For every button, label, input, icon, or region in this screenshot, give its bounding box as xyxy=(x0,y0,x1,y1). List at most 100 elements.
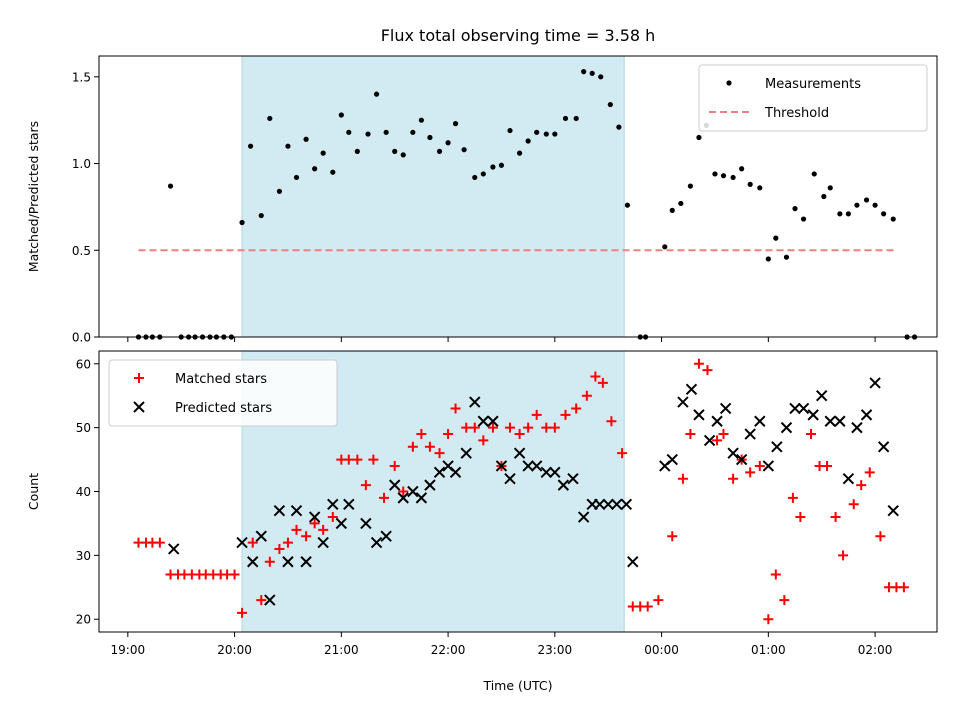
data-point xyxy=(869,377,881,389)
data-point xyxy=(436,148,443,155)
data-point xyxy=(517,150,523,156)
data-point xyxy=(460,447,472,459)
data-point xyxy=(898,582,909,593)
data-point xyxy=(611,498,623,510)
data-point xyxy=(418,117,424,123)
data-point xyxy=(398,486,409,497)
data-point xyxy=(400,152,406,158)
data-point xyxy=(290,504,303,517)
data-point xyxy=(848,499,859,510)
data-point xyxy=(747,181,753,187)
data-point xyxy=(388,479,401,491)
data-point xyxy=(617,448,628,459)
legend-label: Measurements xyxy=(765,77,861,92)
data-point xyxy=(890,216,896,222)
data-point xyxy=(581,390,592,401)
x-tick-label: 00:00 xyxy=(644,643,679,657)
series-predicted-stars xyxy=(168,377,899,606)
data-point xyxy=(346,129,352,135)
series-matched-stars xyxy=(133,358,909,625)
data-point xyxy=(667,531,678,542)
data-point xyxy=(822,460,833,471)
y-axis-label: Matched/Predicted stars xyxy=(26,121,41,272)
data-point xyxy=(653,595,664,606)
data-point xyxy=(677,396,689,408)
data-point xyxy=(317,536,329,549)
data-point xyxy=(433,466,446,479)
data-point xyxy=(792,206,798,212)
legend: Matched stars Predicted stars xyxy=(108,359,338,427)
data-point xyxy=(789,402,801,415)
data-point xyxy=(693,409,705,421)
data-point xyxy=(787,492,798,503)
data-point xyxy=(560,409,571,420)
data-point xyxy=(549,422,560,433)
data-point xyxy=(327,512,338,523)
data-point xyxy=(303,136,309,142)
data-point xyxy=(557,479,570,491)
data-point xyxy=(780,421,793,434)
data-point xyxy=(881,211,887,217)
data-point xyxy=(274,543,285,554)
data-point xyxy=(247,143,254,149)
x-tick-label: 22:00 xyxy=(431,643,466,657)
data-point xyxy=(327,498,339,510)
data-point xyxy=(712,435,723,446)
data-point xyxy=(264,556,275,567)
data-point xyxy=(744,428,756,440)
x-tick-label: 21:00 xyxy=(324,643,359,657)
data-point xyxy=(267,115,273,122)
data-point xyxy=(534,129,540,135)
data-point xyxy=(443,429,454,440)
data-point xyxy=(606,416,617,427)
data-point xyxy=(480,171,486,177)
data-point xyxy=(338,112,344,118)
y-tick-label: 1.5 xyxy=(72,70,91,84)
data-point xyxy=(589,70,595,76)
data-point xyxy=(407,441,418,452)
data-point xyxy=(875,531,886,542)
data-point xyxy=(273,504,286,517)
data-point xyxy=(687,183,694,189)
data-point xyxy=(416,429,427,440)
legend-box xyxy=(108,359,338,427)
x-axis-label: Time (UTC) xyxy=(482,678,552,693)
data-point xyxy=(727,447,739,459)
data-point xyxy=(685,383,698,396)
data-point xyxy=(427,134,433,141)
data-point xyxy=(487,422,498,433)
y-tick-label: 0.5 xyxy=(72,244,91,258)
data-point xyxy=(379,492,390,503)
panel-1: 0.0 0.5 1.0 1.5 Matched/Predicted stars Measu… xyxy=(26,55,938,345)
x-tick-label: 19:00 xyxy=(111,643,146,657)
data-point xyxy=(765,256,771,262)
data-point xyxy=(282,556,294,568)
data-point xyxy=(851,421,863,434)
data-point xyxy=(590,371,601,382)
data-point xyxy=(830,512,841,523)
data-point xyxy=(469,396,481,408)
data-point xyxy=(523,422,534,433)
data-point xyxy=(860,409,873,421)
data-point xyxy=(247,537,258,548)
legend-marker xyxy=(134,373,144,383)
data-point xyxy=(598,74,604,80)
data-point xyxy=(452,121,459,127)
data-point xyxy=(877,441,890,453)
data-point xyxy=(763,614,774,625)
data-point xyxy=(410,129,416,135)
data-point xyxy=(703,434,716,447)
data-point xyxy=(837,211,843,217)
data-point xyxy=(450,403,461,414)
data-point xyxy=(461,147,467,153)
data-point xyxy=(531,409,542,420)
y-tick-label: 20 xyxy=(76,613,91,627)
data-point xyxy=(309,518,320,529)
data-point xyxy=(666,453,678,466)
data-point xyxy=(620,498,633,510)
data-point xyxy=(335,517,348,530)
panel-2: 20 30 40 50 60 19:00 20:00 21:00 22:00 23:00 00:00… xyxy=(26,350,938,657)
data-point xyxy=(845,211,851,217)
data-point xyxy=(461,422,472,433)
data-point xyxy=(237,607,248,618)
